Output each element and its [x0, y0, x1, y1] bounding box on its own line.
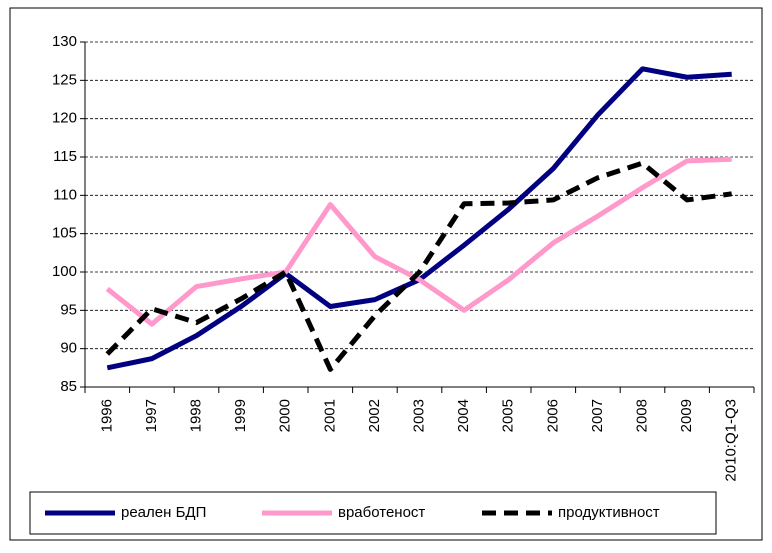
y-tick-label: 130 [52, 33, 77, 50]
x-tick-label: 2003 [410, 399, 427, 432]
x-tick-label: 2001 [321, 399, 338, 432]
series-line [105, 160, 733, 372]
x-tick-label: 2002 [366, 399, 383, 432]
y-tick-label: 120 [52, 110, 77, 127]
x-tick-label: 1998 [187, 399, 204, 432]
y-tick-label: 115 [53, 148, 77, 165]
series-line [105, 156, 732, 327]
x-tick-label: 1996 [98, 399, 115, 432]
x-tick-label: 2007 [589, 399, 606, 432]
y-tick-label: 85 [60, 378, 77, 395]
y-tick-label: 100 [52, 263, 77, 280]
x-tick-label: 2004 [455, 399, 472, 432]
legend-label: вработеност [338, 504, 425, 521]
x-tick-label: 2010:Q1-Q3 [723, 399, 740, 482]
y-tick-label: 110 [53, 186, 77, 203]
legend-box [29, 491, 717, 535]
x-tick-label: 2000 [277, 399, 294, 432]
y-tick-label: 125 [52, 71, 77, 88]
legend-label: продуктивност [558, 504, 660, 521]
y-tick-label: 105 [52, 225, 77, 242]
chart-frame [9, 7, 763, 541]
y-tick-label: 90 [60, 340, 77, 357]
y-tick-label: 95 [60, 301, 77, 318]
x-tick-label: 2005 [500, 399, 517, 432]
x-tick-label: 2008 [633, 399, 650, 432]
x-tick-label: 1997 [143, 399, 160, 432]
x-tick-label: 1999 [232, 399, 249, 432]
legend-label: реален БДП [121, 504, 206, 521]
x-tick-label: 2009 [678, 399, 695, 432]
x-tick-label: 2006 [544, 399, 561, 432]
